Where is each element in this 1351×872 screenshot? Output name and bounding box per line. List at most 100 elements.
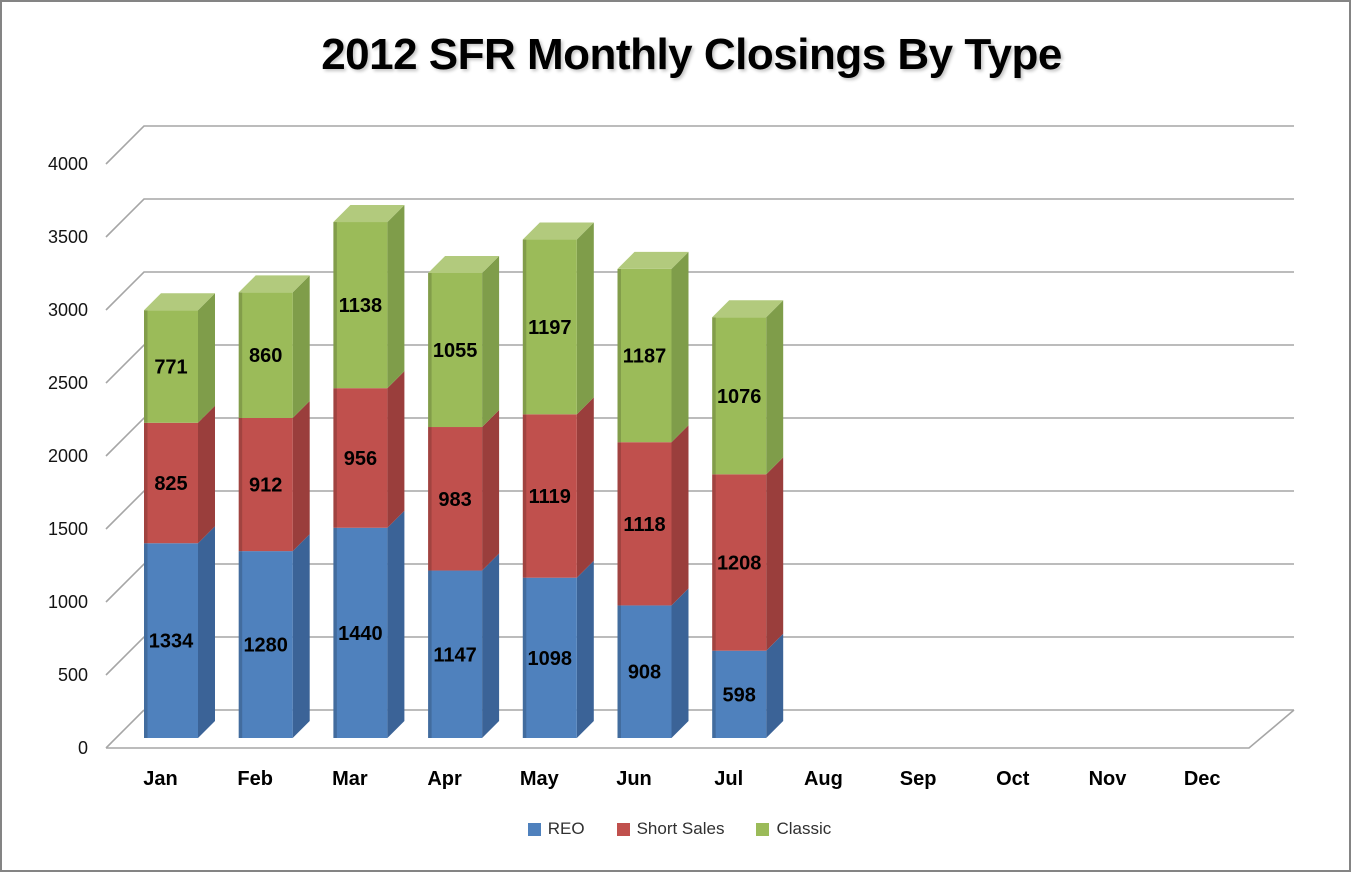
bar-front-face (522, 577, 577, 738)
value-label: 1119 (529, 486, 571, 508)
bar-side-face (671, 251, 689, 443)
gridline (105, 198, 1294, 238)
bar-segment-apr-reo[interactable]: 1147 (428, 553, 500, 738)
legend: REO Short Sales Classic (6, 819, 1349, 839)
value-label: 860 (249, 345, 282, 367)
bar-front-face (238, 551, 293, 738)
x-axis-label-apr: Apr (427, 768, 462, 790)
bar-edge-shade (712, 650, 716, 738)
bar-edge-shade (428, 570, 432, 738)
chart-title: 2012 SFR Monthly Closings By Type (321, 30, 1062, 79)
value-label: 1187 (623, 346, 666, 368)
value-label: 983 (438, 489, 471, 511)
bar-edge-shade (522, 239, 527, 415)
bar-side-face (766, 633, 784, 738)
bar-segment-feb-reo[interactable]: 1280 (238, 534, 310, 738)
bar-segment-mar-reo[interactable]: 1440 (333, 510, 405, 738)
bar-segment-mar-classic[interactable]: 1138 (333, 205, 405, 389)
bar-front-face (712, 474, 767, 651)
bar-segment-jul-reo[interactable]: 598 (712, 633, 784, 738)
bar-top-face (333, 205, 405, 223)
bar-side-face (671, 425, 689, 606)
bar-front-face (712, 650, 767, 738)
bar-side-face (198, 526, 215, 738)
y-axis-tick-label: 1500 (48, 519, 88, 539)
x-axis-label-nov: Nov (1089, 768, 1128, 790)
bar-segment-jan-short-sales[interactable]: 825 (144, 405, 215, 544)
x-axis-label-dec: Dec (1184, 768, 1221, 790)
bar-side-face (292, 400, 310, 552)
bar-front-face (712, 317, 767, 475)
bar-side-face (482, 553, 500, 738)
bar-segment-jan-reo[interactable]: 1334 (144, 526, 215, 738)
bar-segment-jun-reo[interactable]: 908 (617, 588, 689, 738)
legend-swatch-icon (616, 822, 630, 836)
value-label: 1118 (623, 514, 665, 536)
y-axis-tick-label: 2000 (48, 446, 88, 466)
x-axis-label-mar: Mar (332, 768, 368, 790)
y-axis-tick-label: 4000 (48, 154, 88, 174)
bar-edge-shade (428, 427, 432, 571)
bar-side-face (766, 300, 784, 475)
x-axis-label-jun: Jun (616, 768, 652, 790)
bar-side-face (576, 397, 594, 578)
bar-front-face (617, 268, 672, 443)
bar-edge-shade (333, 222, 337, 389)
bar-top-face (617, 251, 689, 269)
bar-front-face (522, 239, 577, 415)
value-label: 598 (723, 684, 756, 706)
x-axis-label-jan: Jan (143, 768, 177, 790)
bar-side-face (576, 222, 594, 415)
value-label: 771 (154, 357, 187, 379)
value-label: 1076 (717, 386, 762, 408)
floor-front-edge (106, 709, 1295, 749)
gridline (105, 125, 1294, 165)
value-label: 1440 (338, 623, 383, 645)
y-axis-tick-label: 2500 (48, 373, 88, 393)
bar-front-face (522, 414, 577, 578)
legend-label: REO (547, 819, 585, 838)
bar-edge-shade (333, 388, 337, 528)
bar-front-face (333, 388, 388, 528)
bar-segment-apr-classic[interactable]: 1055 (428, 255, 500, 428)
bar-side-face (482, 255, 500, 428)
bar-side-face (292, 275, 310, 418)
value-label: 1138 (339, 295, 382, 317)
bar-segment-jun-short-sales[interactable]: 1118 (617, 425, 689, 606)
bar-front-face (333, 527, 388, 738)
bar-side-face (198, 293, 215, 423)
bar-side-face (387, 510, 405, 738)
legend-item-reo[interactable]: REO (527, 819, 585, 839)
bar-edge-shade (238, 551, 243, 738)
value-label: 912 (249, 475, 282, 497)
bar-segment-jun-classic[interactable]: 1187 (617, 251, 689, 443)
legend-item-classic[interactable]: Classic (756, 819, 831, 839)
bar-segment-jul-short-sales[interactable]: 1208 (712, 457, 784, 651)
bar-side-face (292, 534, 310, 738)
bar-front-face (144, 422, 198, 544)
legend-item-short-sales[interactable]: Short Sales (616, 819, 724, 839)
legend-swatch-icon (756, 822, 770, 836)
bar-edge-shade (428, 272, 432, 428)
bar-front-face (428, 427, 483, 571)
x-axis-label-aug: Aug (804, 768, 843, 790)
bar-segment-feb-short-sales[interactable]: 912 (238, 400, 310, 552)
bar-top-face (712, 300, 784, 318)
bar-side-face (482, 410, 500, 571)
bar-edge-shade (238, 417, 243, 552)
bar-segment-may-reo[interactable]: 1098 (522, 560, 594, 738)
bar-side-face (387, 205, 405, 389)
value-label: 908 (628, 662, 661, 684)
x-axis-label-feb: Feb (237, 768, 273, 790)
bar-segment-jan-classic[interactable]: 771 (144, 293, 215, 423)
bar-edge-shade (712, 317, 716, 475)
bar-edge-shade (144, 310, 148, 423)
bar-edge-shade (617, 605, 621, 738)
bar-edge-shade (617, 442, 621, 606)
bar-segment-may-short-sales[interactable]: 1119 (522, 397, 594, 578)
bar-segment-jul-classic[interactable]: 1076 (712, 300, 784, 475)
bar-segment-apr-short-sales[interactable]: 983 (428, 410, 500, 571)
bar-segment-mar-short-sales[interactable]: 956 (333, 371, 405, 528)
bar-segment-feb-classic[interactable]: 860 (238, 275, 310, 418)
bar-segment-may-classic[interactable]: 1197 (522, 222, 594, 415)
